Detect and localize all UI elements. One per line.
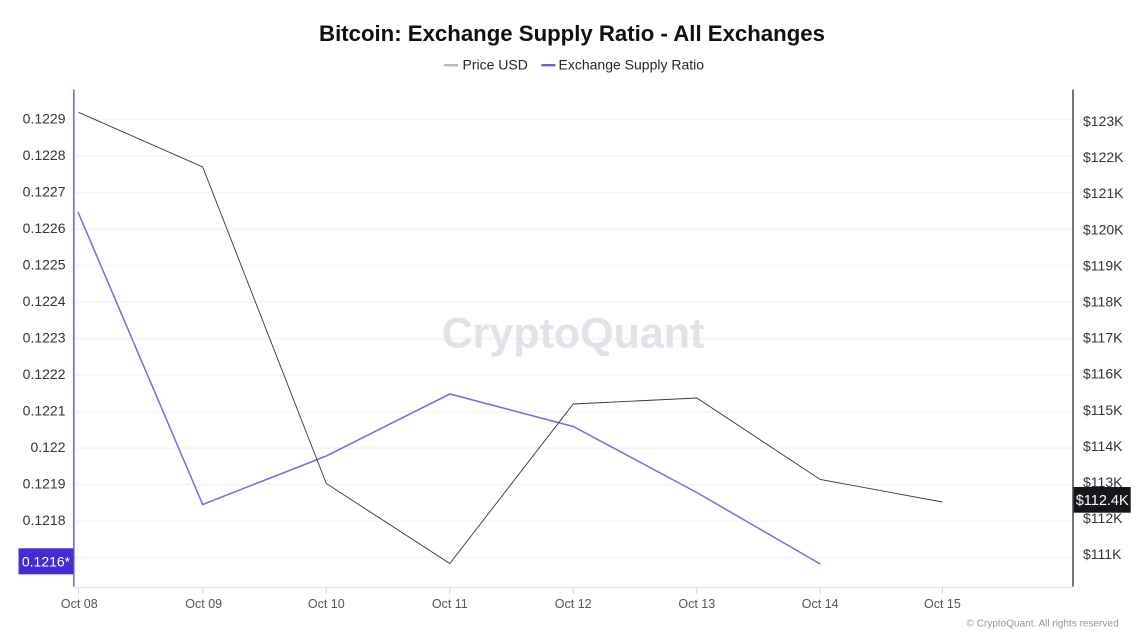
svg-text:Oct 08: Oct 08 [61,597,98,611]
svg-text:$113K: $113K [1083,474,1123,490]
svg-text:0.1225: 0.1225 [23,257,66,273]
svg-text:0.1222: 0.1222 [23,366,66,382]
svg-text:Oct 15: Oct 15 [924,597,961,611]
svg-text:Oct 12: Oct 12 [555,597,592,611]
svg-text:0.1219: 0.1219 [23,476,66,492]
svg-text:Oct 09: Oct 09 [185,597,222,611]
svg-text:$119K: $119K [1083,257,1123,273]
svg-text:Oct 10: Oct 10 [308,597,345,611]
svg-text:$112.4K: $112.4K [1076,493,1129,509]
svg-text:0.1227: 0.1227 [23,184,66,200]
svg-text:Oct 13: Oct 13 [678,597,715,611]
svg-text:Exchange Supply Ratio: Exchange Supply Ratio [559,57,705,73]
svg-text:0.1218: 0.1218 [23,512,66,528]
svg-text:$111K: $111K [1083,546,1122,562]
svg-text:0.1224: 0.1224 [23,293,66,309]
svg-text:Oct 14: Oct 14 [802,597,839,611]
svg-text:Price USD: Price USD [463,57,528,73]
svg-text:$123K: $123K [1083,113,1124,129]
svg-text:$121K: $121K [1083,185,1124,201]
svg-text:Bitcoin: Exchange Supply Ratio: Bitcoin: Exchange Supply Ratio - All Exc… [319,21,825,46]
svg-text:0.1223: 0.1223 [23,330,66,346]
svg-text:0.1226: 0.1226 [23,220,66,236]
svg-text:$112K: $112K [1083,510,1123,526]
svg-text:CryptoQuant: CryptoQuant [442,310,705,358]
svg-text:$116K: $116K [1083,366,1123,382]
svg-text:0.1229: 0.1229 [23,111,66,127]
svg-text:0.122: 0.122 [30,439,65,455]
svg-text:0.1221: 0.1221 [23,403,66,419]
svg-text:© CryptoQuant. All rights rese: © CryptoQuant. All rights reserved [967,619,1119,630]
svg-text:Oct 11: Oct 11 [432,597,468,611]
svg-text:$120K: $120K [1083,221,1124,237]
svg-text:0.1228: 0.1228 [23,147,66,163]
svg-text:$117K: $117K [1083,330,1123,346]
svg-text:$122K: $122K [1083,149,1124,165]
svg-text:0.1216*: 0.1216* [22,553,71,569]
svg-text:$115K: $115K [1083,402,1123,418]
svg-text:$114K: $114K [1083,438,1123,454]
svg-text:$118K: $118K [1083,294,1123,310]
